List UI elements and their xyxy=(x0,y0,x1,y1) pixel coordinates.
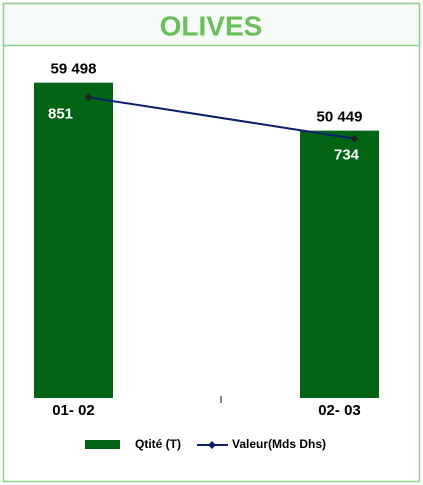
line xyxy=(88,96,355,140)
line-value-label: 734 xyxy=(334,147,360,164)
chart-title: OLIVES xyxy=(160,10,263,41)
line-marker xyxy=(84,93,93,102)
bar-value-label: 59 498 xyxy=(51,61,97,78)
bar-value-label: 50 449 xyxy=(317,109,363,126)
x-tick-label: 02- 03 xyxy=(318,402,361,419)
x-tick-label: 01- 02 xyxy=(52,402,95,419)
legend-label: Qtité (T) xyxy=(135,437,181,451)
legend-label: Valeur(Mds Dhs) xyxy=(232,437,326,451)
title-band xyxy=(2,2,421,47)
bar xyxy=(300,130,379,398)
legend-marker xyxy=(208,441,216,449)
line-value-label: 851 xyxy=(48,105,73,122)
line-marker xyxy=(350,134,359,143)
bar xyxy=(34,82,113,399)
legend-swatch xyxy=(85,440,120,449)
